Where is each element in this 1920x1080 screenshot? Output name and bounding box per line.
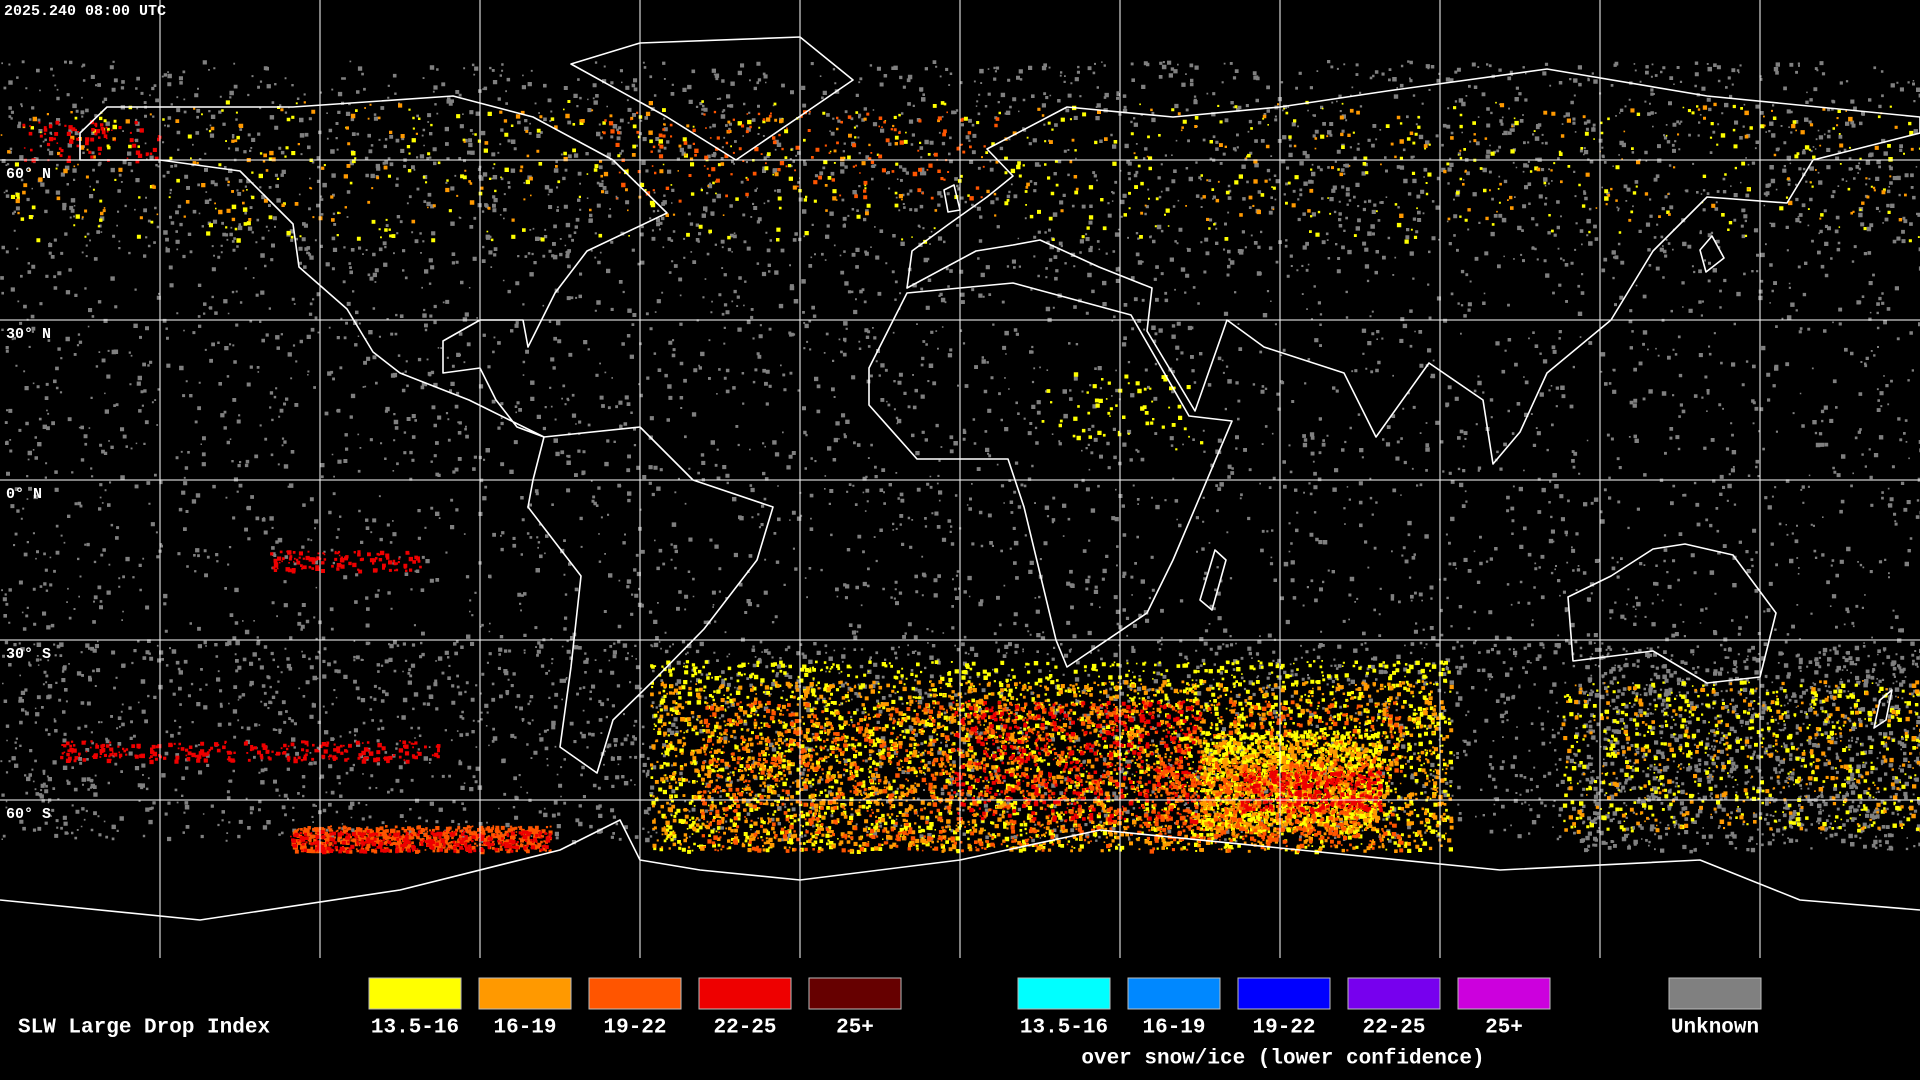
latitude-label: 0° N: [6, 486, 42, 503]
weather-pixels: [290, 830, 553, 855]
latitude-label: 30° S: [6, 646, 51, 663]
weather-pixels: [602, 110, 1000, 203]
snow-ice-label: 22-25: [1362, 1017, 1425, 1040]
japan: [1699, 235, 1725, 273]
snow-ice-label: 19-22: [1252, 1017, 1315, 1040]
weather-pixels: [1, 60, 1920, 264]
snow-ice-swatch: [1237, 977, 1331, 1010]
weather-pixels: [22, 120, 162, 164]
liquid-label: 19-22: [603, 1017, 666, 1040]
south-america: [527, 426, 774, 774]
latitude-label: 30° N: [6, 326, 51, 343]
weather-pixels: [270, 550, 422, 574]
liquid-swatch: [698, 977, 792, 1010]
snow-ice-label: 16-19: [1142, 1017, 1205, 1040]
latitude-labels: 60° N 30° N 0° N 30° S 60° S: [6, 166, 51, 823]
weather-pixels: [60, 740, 441, 765]
snow-ice-swatch: [1127, 977, 1221, 1010]
australia: [1567, 543, 1777, 684]
legend-title: SLW Large Drop Index: [18, 1017, 270, 1040]
liquid-swatch: [588, 977, 682, 1010]
liquid-label: 16-19: [493, 1017, 556, 1040]
snow-ice-swatch: [1347, 977, 1441, 1010]
legend-panel: [0, 958, 1920, 1080]
legend: 13.5-16 16-19 19-22 22-25 25+ 13.5-16 16-19 19-…: [368, 977, 1762, 1040]
snow-ice-label: 13.5-16: [1020, 1017, 1108, 1040]
africa: [868, 282, 1233, 668]
liquid-swatch: [808, 977, 902, 1010]
snow-ice-label: 25+: [1485, 1017, 1523, 1040]
north-america: [79, 95, 668, 438]
timestamp: 2025.240 08:00 UTC: [4, 3, 166, 20]
madagascar: [1199, 549, 1227, 611]
new-zealand: [1873, 689, 1893, 729]
weather-pixels: [291, 825, 553, 855]
latitude-label: 60° S: [6, 806, 51, 823]
unknown-swatch: [1668, 977, 1762, 1010]
snow-ice-swatch: [1017, 977, 1111, 1010]
eurasia: [906, 68, 1920, 465]
weather-pixels: [10, 100, 1920, 244]
weather-pixels: [952, 700, 1203, 825]
weather-pixels: [1580, 650, 1920, 854]
liquid-swatch: [368, 977, 462, 1010]
liquid-swatch: [478, 977, 572, 1010]
weather-pixels: [1240, 770, 1383, 814]
snow-ice-swatch: [1457, 977, 1551, 1010]
liquid-label: 13.5-16: [371, 1017, 459, 1040]
liquid-label: 25+: [836, 1017, 874, 1040]
liquid-label: 22-25: [713, 1017, 776, 1040]
unknown-label: Unknown: [1671, 1017, 1759, 1040]
snow-ice-caption: over snow/ice (lower confidence): [1081, 1048, 1484, 1071]
weather-pixels: [1150, 760, 1373, 844]
weather-pixels: [1041, 372, 1204, 451]
weather-pixels: [1200, 740, 1383, 834]
latitude-label: 60° N: [6, 166, 51, 183]
graticule: [0, 0, 1920, 958]
